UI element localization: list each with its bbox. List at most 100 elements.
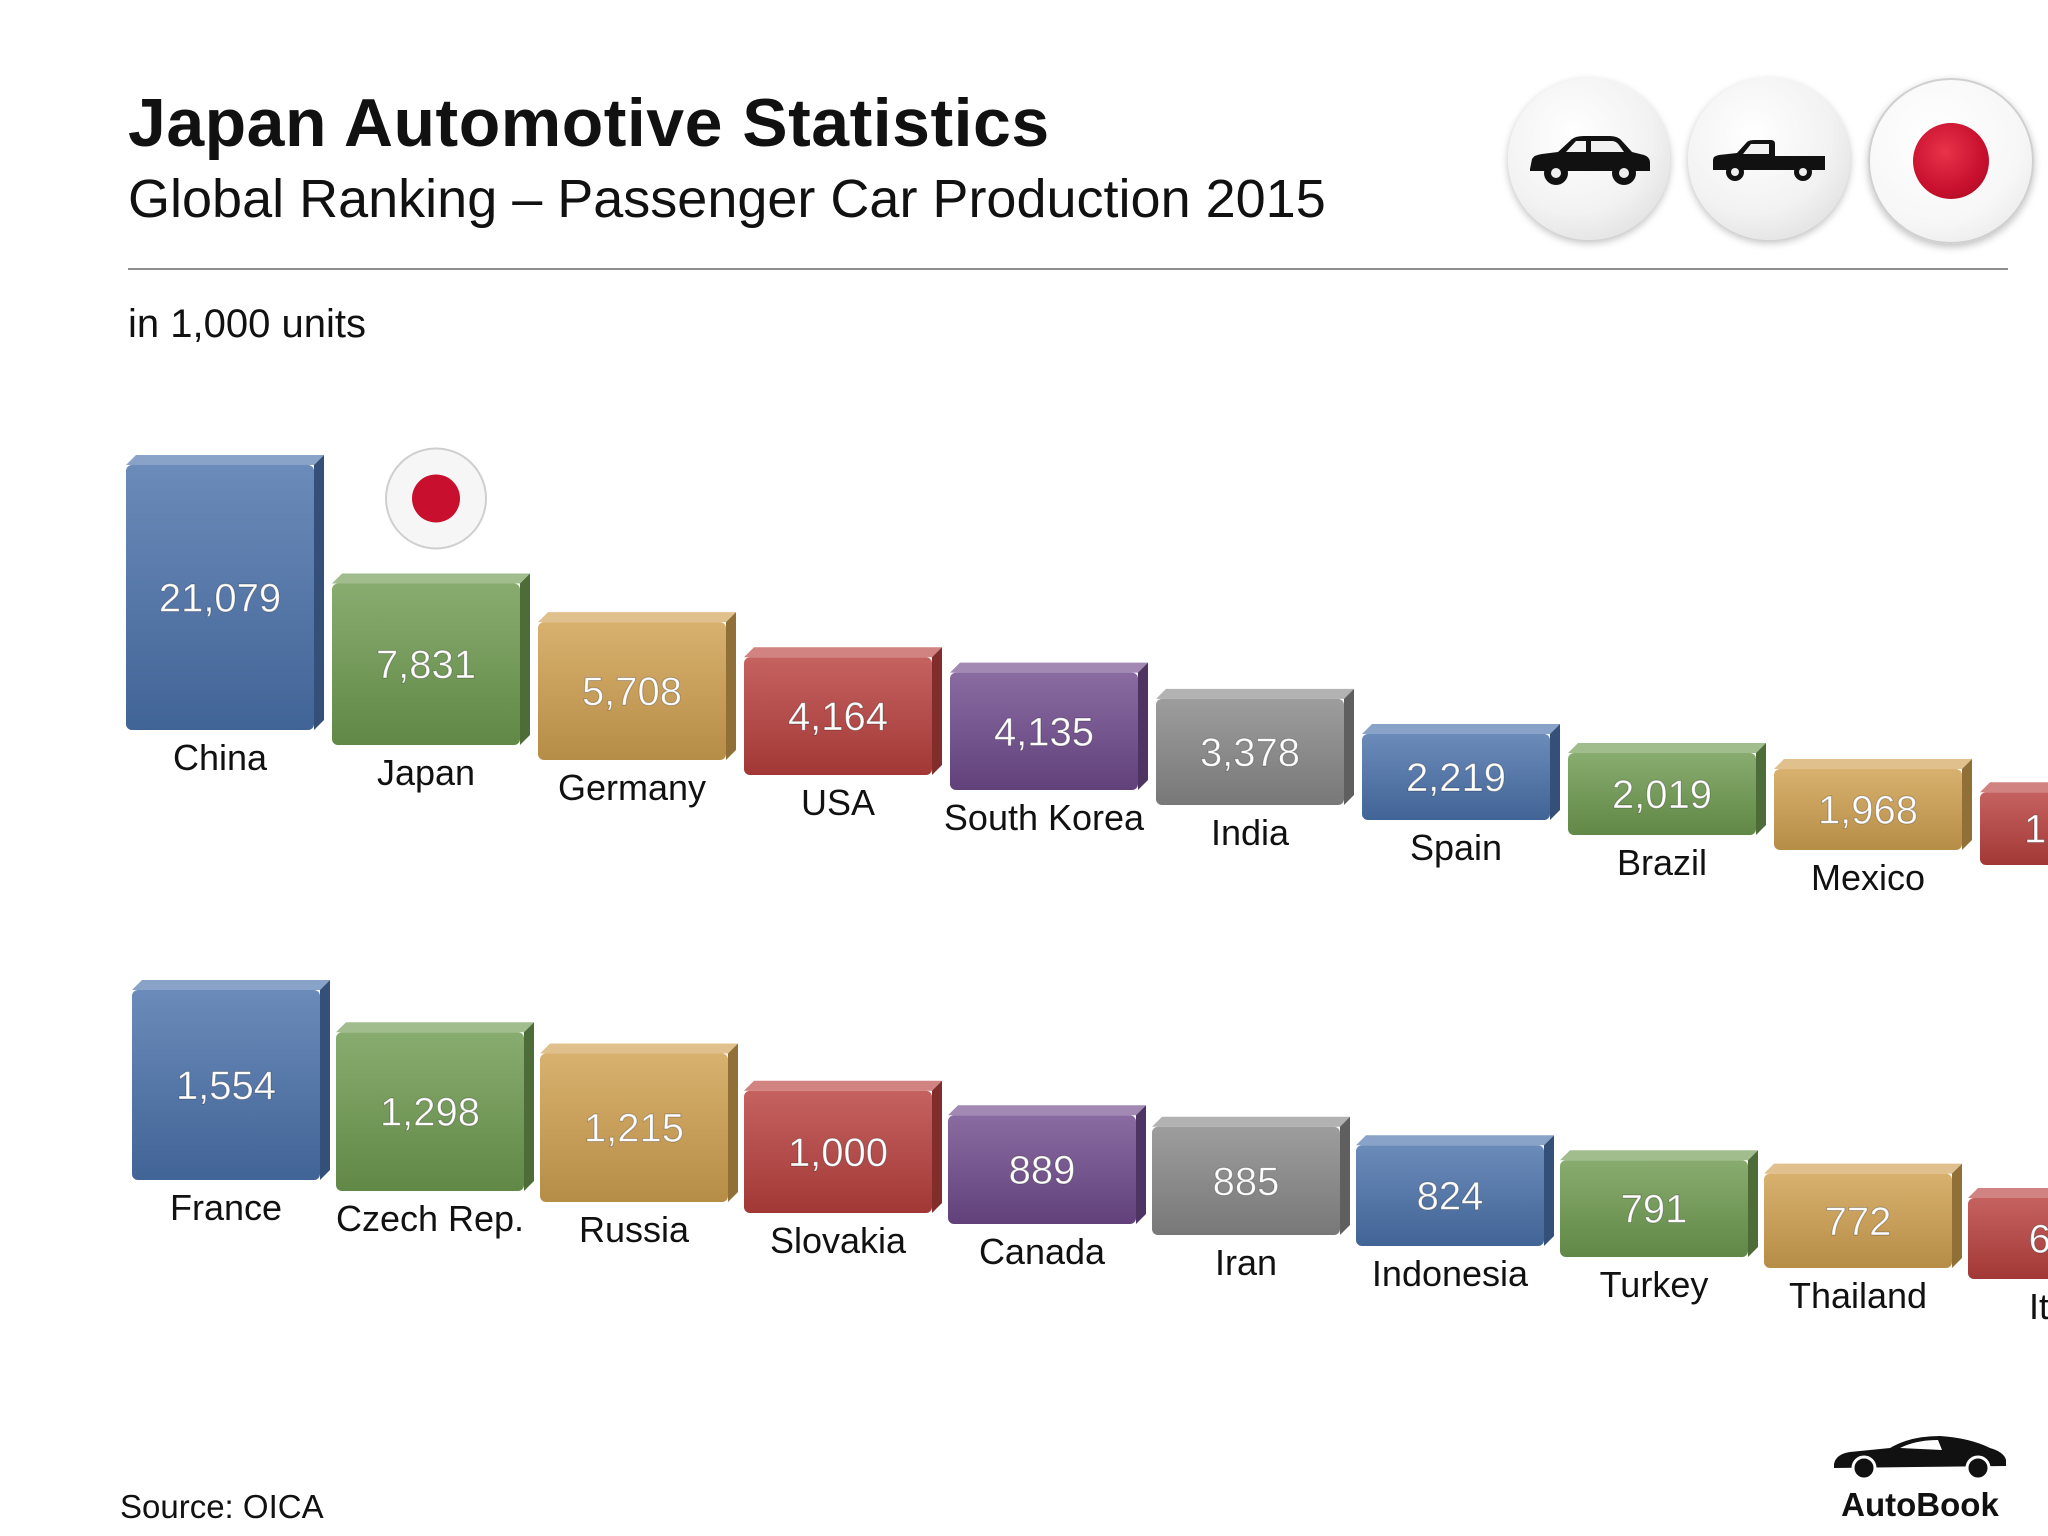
bar-usa — [744, 657, 932, 775]
bar-germany — [538, 622, 726, 760]
bar-china — [126, 465, 314, 730]
value-label: 1,554 — [176, 1064, 276, 1108]
bar-south-korea — [950, 672, 1138, 790]
value-label: 885 — [1213, 1160, 1280, 1204]
category-label: Turkey — [1600, 1264, 1709, 1305]
category-label: Canada — [979, 1231, 1106, 1272]
bar-spain — [1362, 734, 1550, 820]
bar-top-france — [132, 980, 330, 990]
brand-name: AutoBook — [1841, 1486, 1999, 1523]
japan-flag-icon — [412, 474, 460, 523]
bar-side-turkey — [1748, 1150, 1758, 1257]
value-label: 1,000 — [788, 1131, 888, 1175]
value-label: 2,019 — [1612, 773, 1712, 817]
bar-slovakia — [744, 1090, 932, 1213]
category-label: Iran — [1215, 1242, 1277, 1283]
bar-side-south-korea — [1138, 662, 1148, 790]
bar-top-czech-rep- — [336, 1022, 534, 1033]
bar-russia — [540, 1053, 728, 1202]
bar-top-thailand — [1764, 1163, 1962, 1174]
bar-canada — [948, 1115, 1136, 1224]
bar-side-india — [1344, 688, 1354, 805]
bar-side-france — [320, 980, 330, 1180]
value-label: 21,079 — [159, 577, 281, 621]
japan-flag-icon — [1913, 123, 1989, 199]
bar-top-slovakia — [744, 1080, 942, 1091]
pickup-badge — [1688, 78, 1850, 240]
value-label: 5,708 — [582, 670, 682, 714]
category-label: Brazil — [1617, 842, 1707, 883]
bar-uk — [1980, 792, 2048, 865]
bar-side-germany — [726, 612, 736, 760]
bar-thailand — [1764, 1173, 1952, 1268]
bar-side-indonesia — [1544, 1135, 1554, 1246]
bar-top-indonesia — [1356, 1135, 1554, 1146]
bar-indonesia — [1356, 1145, 1544, 1246]
category-label: Japan — [377, 752, 475, 793]
category-label: Spain — [1410, 827, 1502, 868]
bar-turkey — [1560, 1160, 1748, 1257]
bar-mexico — [1774, 769, 1962, 850]
brand-logo: AutoBook — [1820, 1430, 2020, 1524]
value-label: 2,219 — [1406, 756, 1506, 800]
category-label: China — [173, 737, 268, 778]
bar-iran — [1152, 1126, 1340, 1235]
japan-flag-badge — [1868, 78, 2034, 244]
sedan-badge — [1508, 78, 1670, 240]
value-label: 791 — [1621, 1188, 1688, 1232]
bar-side-brazil — [1756, 742, 1766, 835]
bar-side-canada — [1136, 1105, 1146, 1224]
category-label: India — [1211, 812, 1290, 853]
bar-brazil — [1568, 752, 1756, 835]
bar-side-mexico — [1962, 759, 1972, 850]
category-label: Thailand — [1789, 1275, 1927, 1316]
category-label: France — [170, 1187, 282, 1228]
category-label: Slovakia — [770, 1220, 907, 1261]
bar-top-russia — [540, 1043, 738, 1054]
bar-top-turkey — [1560, 1150, 1758, 1161]
category-label: Germany — [558, 767, 706, 808]
value-label: 1,588 — [2024, 808, 2048, 852]
sedan-car-icon — [1530, 136, 1650, 185]
bar-top-japan — [332, 573, 530, 584]
bar-top-brazil — [1568, 742, 1766, 753]
bar-side-china — [314, 455, 324, 730]
source-note: Source: OICA — [120, 1488, 324, 1525]
bar-top-south-korea — [950, 662, 1148, 673]
value-label: 889 — [1009, 1149, 1076, 1193]
bar-side-thailand — [1952, 1163, 1962, 1268]
category-label: Mexico — [1811, 857, 1925, 898]
bar-top-italy — [1968, 1187, 2048, 1198]
category-label: Indonesia — [1372, 1253, 1529, 1294]
bar-side-iran — [1340, 1116, 1350, 1235]
pickup-truck-icon — [1713, 140, 1825, 181]
bar-side-usa — [932, 647, 942, 775]
category-label: Russia — [579, 1209, 690, 1250]
bar-france — [132, 990, 320, 1180]
bar-top-spain — [1362, 724, 1560, 735]
value-label: 1,968 — [1818, 789, 1918, 833]
value-label: 824 — [1417, 1175, 1484, 1219]
value-label: 4,135 — [994, 710, 1094, 754]
bar-czech-rep- — [336, 1032, 524, 1191]
category-label: USA — [801, 782, 875, 823]
category-label: Czech Rep. — [336, 1198, 524, 1239]
bar-side-japan — [520, 573, 530, 745]
page-subtitle: Global Ranking – Passenger Car Productio… — [128, 169, 1326, 229]
bar-side-russia — [728, 1043, 738, 1202]
bar-top-germany — [538, 612, 736, 623]
value-label: 7,831 — [376, 643, 476, 687]
bar-top-china — [126, 455, 324, 465]
bar-top-uk — [1980, 782, 2048, 793]
value-label: 3,378 — [1200, 731, 1300, 775]
sports-car-icon — [1834, 1436, 2006, 1481]
value-label: 1,215 — [584, 1107, 684, 1151]
bar-top-mexico — [1774, 759, 1972, 770]
header-divider — [128, 268, 2008, 270]
category-label: South Korea — [944, 797, 1145, 838]
bar-side-spain — [1550, 724, 1560, 820]
bar-side-czech-rep- — [524, 1022, 534, 1191]
bar-top-canada — [948, 1105, 1146, 1116]
bar-top-india — [1156, 688, 1354, 699]
category-label: Italy — [2029, 1286, 2048, 1327]
